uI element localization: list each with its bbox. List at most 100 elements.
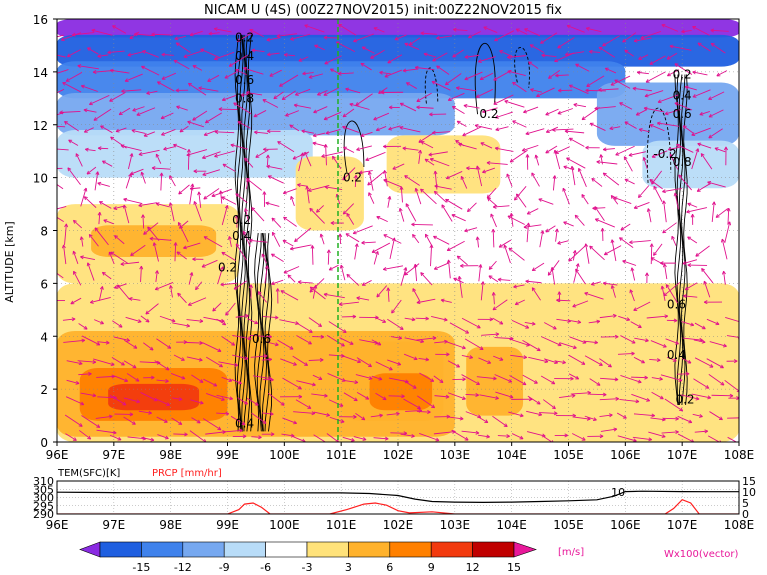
wind-vector-head (67, 167, 72, 172)
wind-vector (349, 103, 370, 110)
wind-vector (589, 51, 601, 53)
wind-vector-head (233, 102, 238, 107)
wind-vector (692, 413, 703, 417)
wind-vector (221, 336, 235, 346)
wind-vector-head (244, 208, 248, 212)
wind-vector-head (420, 31, 425, 36)
wind-vector-head (269, 411, 274, 416)
wind-vector-head (635, 111, 640, 116)
wind-vector (476, 236, 480, 248)
wind-vector (205, 356, 223, 368)
wind-vector-head (674, 102, 679, 106)
wind-vector (290, 244, 312, 250)
wind-vector (434, 395, 450, 398)
wind-vector (279, 74, 299, 87)
wind-vector-head (522, 381, 527, 386)
wind-vector (123, 198, 143, 205)
wind-vector (555, 146, 570, 154)
wind-vector (529, 44, 545, 54)
wind-vector-head (184, 432, 188, 437)
wind-vector-head (233, 285, 238, 290)
wind-vector-head (433, 190, 438, 195)
wind-vector (449, 322, 469, 334)
wind-vector (316, 205, 325, 213)
wind-vector-head (596, 382, 601, 386)
wind-vector (568, 373, 579, 380)
wind-vector-head (304, 24, 309, 29)
wind-vector (581, 194, 589, 205)
wind-vector (434, 262, 449, 270)
wind-vector (493, 292, 495, 305)
lower-x-tick-label: 106E (610, 518, 641, 532)
wind-vector-head (568, 84, 573, 89)
wind-vector (400, 186, 403, 203)
wind-vector-head (243, 66, 247, 71)
wind-vector-head (195, 286, 199, 291)
wind-vector (73, 219, 83, 229)
wind-vector (327, 249, 330, 265)
wind-vector-head (504, 99, 509, 104)
wind-vector-head (577, 320, 582, 324)
wind-vector (589, 245, 605, 261)
wind-vector-head (87, 47, 91, 52)
wind-vector (633, 37, 652, 42)
wind-vector (246, 397, 259, 406)
wind-vector-head (581, 194, 586, 198)
wind-vector-head (653, 251, 657, 256)
wind-vector (605, 67, 617, 74)
wind-vector-head (154, 270, 159, 274)
wind-vector (157, 81, 175, 92)
wind-vector-head (217, 348, 222, 352)
wind-vector-head (536, 400, 541, 405)
wind-vector-head (179, 224, 183, 229)
wind-vector-head (382, 396, 387, 401)
wind-vector-head (487, 360, 492, 364)
wind-vector-head (270, 432, 275, 437)
wind-vector-head (461, 345, 466, 350)
wind-vector (691, 393, 711, 399)
wind-vector-head (287, 274, 292, 279)
wind-vector-head (110, 251, 115, 256)
wind-vector (344, 380, 358, 384)
wind-vector-head (557, 44, 562, 49)
wind-vector-head (145, 310, 150, 315)
wind-vector-head (562, 360, 566, 365)
wind-vector (461, 354, 473, 359)
wind-vector-head (624, 178, 629, 183)
wind-vector-head (525, 154, 530, 158)
wind-vector (708, 109, 724, 118)
wind-vector (633, 356, 645, 364)
wind-vector (594, 206, 605, 222)
wind-vector-head (173, 143, 177, 148)
wind-vector-head (202, 155, 206, 160)
wind-vector-head (424, 233, 429, 238)
wind-vector (411, 223, 433, 226)
wind-vector-head (353, 174, 358, 179)
wind-vector-head (439, 379, 444, 383)
wind-vector-head (433, 170, 438, 175)
wind-vector (420, 272, 433, 286)
wind-vector-head (304, 362, 309, 366)
wind-vector (57, 54, 66, 58)
wind-vector (387, 196, 391, 208)
wind-vector-head (166, 402, 170, 406)
wind-vector-head (301, 129, 306, 134)
x-tick-label: 96E (46, 448, 69, 462)
wind-vector-head (180, 357, 185, 361)
wind-vector-head (430, 378, 435, 382)
wind-vector-head (614, 334, 619, 339)
wind-vector-head (53, 215, 56, 218)
wind-vector (97, 182, 110, 187)
wind-vector (359, 170, 373, 174)
wind-vector-head (464, 76, 469, 81)
wind-vector (298, 56, 309, 62)
lower-x-tick-label: 98E (159, 518, 182, 532)
wind-vector (264, 265, 268, 284)
wind-vector-head (723, 343, 727, 348)
wind-vector (296, 322, 313, 333)
wind-vector-head (398, 207, 403, 212)
wind-vector (545, 108, 559, 116)
u-wind-zone (596, 82, 739, 146)
wind-vector (308, 73, 324, 79)
wind-vector (149, 238, 172, 241)
